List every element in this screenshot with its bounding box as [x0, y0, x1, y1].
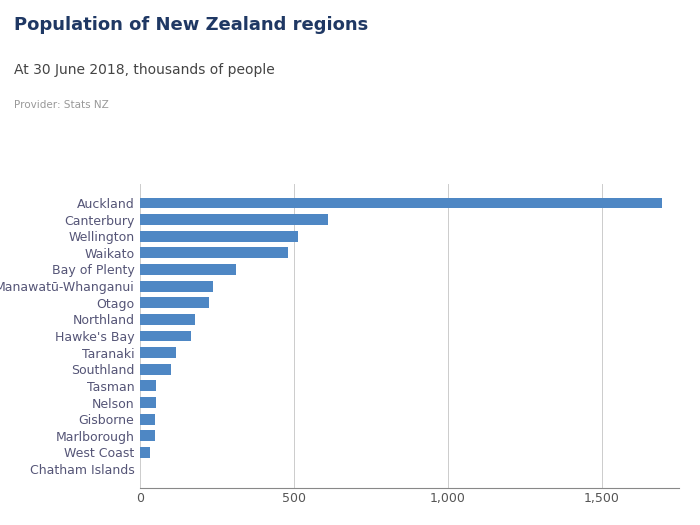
- Bar: [140, 281, 213, 291]
- Bar: [140, 430, 155, 441]
- Text: At 30 June 2018, thousands of people: At 30 June 2018, thousands of people: [14, 63, 274, 77]
- Bar: [140, 297, 209, 308]
- Bar: [140, 397, 155, 408]
- Bar: [140, 364, 172, 375]
- Bar: [140, 414, 155, 425]
- Bar: [140, 314, 195, 325]
- Text: Provider: Stats NZ: Provider: Stats NZ: [14, 100, 108, 110]
- Bar: [140, 347, 176, 358]
- Text: Population of New Zealand regions: Population of New Zealand regions: [14, 16, 368, 34]
- Bar: [140, 264, 236, 275]
- Bar: [140, 231, 298, 242]
- Bar: [140, 247, 288, 258]
- Bar: [140, 214, 328, 225]
- Bar: [140, 381, 156, 391]
- Text: figure.nz: figure.nz: [583, 25, 659, 39]
- Bar: [140, 447, 150, 458]
- Bar: [140, 331, 190, 341]
- Bar: [140, 197, 662, 208]
